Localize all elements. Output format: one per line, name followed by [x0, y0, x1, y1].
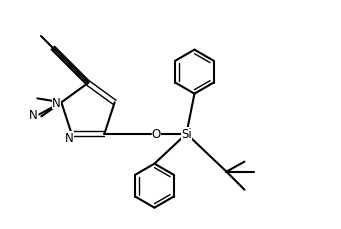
- Text: N: N: [29, 108, 38, 121]
- Text: N: N: [52, 96, 61, 109]
- Text: O: O: [152, 128, 161, 141]
- Text: Si: Si: [181, 128, 192, 141]
- Text: N: N: [65, 132, 74, 144]
